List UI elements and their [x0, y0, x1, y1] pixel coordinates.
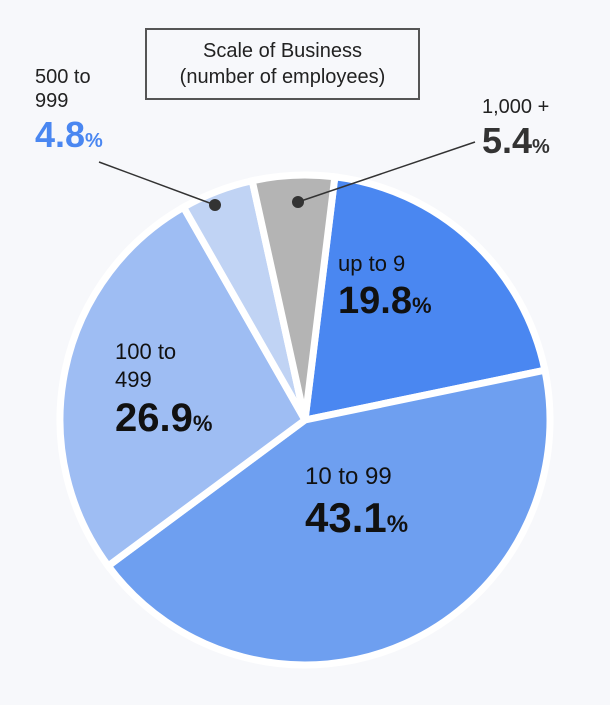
- slice-value: 26.9: [115, 396, 193, 440]
- slice-label-100to499: 100 to 499 26.9%: [115, 338, 212, 443]
- slice-label-10to99: 10 to 99 43.1%: [305, 462, 408, 545]
- slice-range: 1,000 +: [482, 95, 550, 119]
- slice-pct: %: [387, 511, 408, 538]
- slice-range: up to 9: [338, 250, 432, 278]
- slice-value: 19.8: [338, 280, 412, 322]
- leader-line: [99, 162, 215, 205]
- slice-label-1000plus: 1,000 + 5.4%: [482, 95, 550, 162]
- slice-value: 4.8: [35, 114, 85, 155]
- slice-pct: %: [532, 136, 550, 158]
- slice-label-upto9: up to 9 19.8%: [338, 250, 432, 325]
- slice-pct: %: [412, 293, 432, 318]
- slice-range: 10 to 99: [305, 462, 408, 492]
- slice-range-l1: 100 to: [115, 338, 212, 366]
- slice-range-l1: 500 to: [35, 65, 103, 89]
- leader-dot: [209, 199, 221, 211]
- slice-value: 5.4: [482, 120, 532, 161]
- slice-range-l2: 499: [115, 366, 212, 394]
- pie-chart-container: Scale of Business (number of employees) …: [0, 0, 610, 705]
- chart-title-line1: Scale of Business: [203, 40, 362, 62]
- chart-title-line2: (number of employees): [180, 66, 386, 88]
- slice-value: 43.1: [305, 494, 387, 541]
- slice-range-l2: 999: [35, 89, 103, 113]
- leader-dot: [292, 196, 304, 208]
- chart-title-box: Scale of Business (number of employees): [145, 28, 420, 100]
- slice-pct: %: [193, 411, 213, 436]
- slice-pct: %: [85, 130, 103, 152]
- slice-label-500to999: 500 to 999 4.8%: [35, 65, 103, 156]
